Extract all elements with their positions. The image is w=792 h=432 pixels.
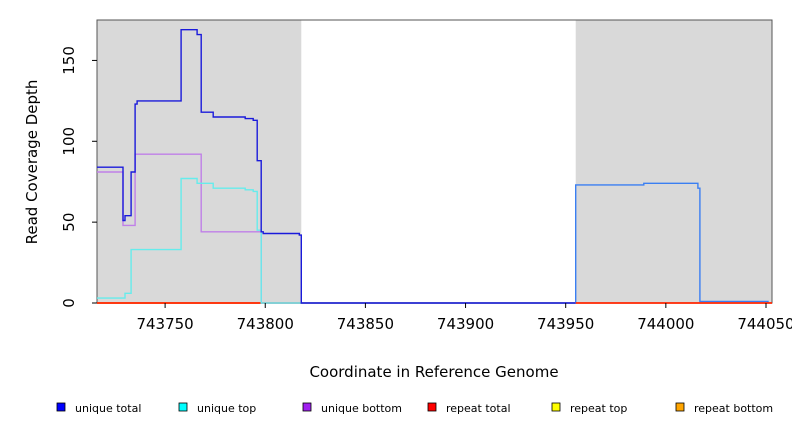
legend-label: repeat total — [446, 402, 511, 415]
legend-item: unique top — [178, 402, 256, 415]
legend-item: repeat total — [427, 402, 511, 415]
shaded-regions — [97, 20, 772, 303]
y-tick-label: 150 — [60, 46, 78, 75]
legend-label: unique total — [75, 402, 141, 415]
legend: unique total unique top unique bottom repea… — [56, 402, 773, 415]
x-tick-label: 743850 — [337, 315, 394, 333]
legend-label: unique bottom — [321, 402, 402, 415]
legend-swatch — [178, 402, 188, 412]
x-tick-label: 744050 — [737, 315, 792, 333]
x-tick-label: 743900 — [437, 315, 494, 333]
y-axis-label: Read Coverage Depth — [23, 80, 41, 245]
legend-item: unique bottom — [302, 402, 402, 415]
y-tick-label: 100 — [60, 127, 78, 156]
series-lines — [97, 29, 772, 304]
legend-item: repeat top — [551, 402, 627, 415]
legend-label: unique top — [197, 402, 256, 415]
x-axis-ticks: 743750 743800 743850 743900 743950 744000 7440… — [136, 303, 792, 333]
x-tick-label: 743750 — [136, 315, 193, 333]
y-tick-label: 50 — [60, 213, 78, 232]
series-line-unique-total — [97, 29, 576, 304]
shaded-region-0 — [97, 20, 302, 303]
legend-label: repeat top — [570, 402, 627, 415]
series-line-series-6 — [575, 182, 769, 303]
x-axis-label: Coordinate in Reference Genome — [309, 363, 558, 381]
legend-item: unique total — [56, 402, 141, 415]
legend-swatch — [56, 402, 66, 412]
x-tick-label: 743950 — [537, 315, 594, 333]
legend-item: repeat bottom — [675, 402, 773, 415]
legend-swatch — [302, 402, 312, 412]
shaded-region-1 — [575, 20, 772, 303]
x-tick-label: 743800 — [237, 315, 294, 333]
x-tick-label: 744000 — [637, 315, 694, 333]
y-tick-label: 0 — [60, 298, 78, 308]
legend-swatch — [551, 402, 561, 412]
legend-label: repeat bottom — [694, 402, 773, 415]
legend-swatch — [675, 402, 685, 412]
legend-swatch — [427, 402, 437, 412]
series-line-unique-top — [97, 177, 576, 304]
y-axis-ticks: 0 50 100 150 — [60, 46, 97, 308]
